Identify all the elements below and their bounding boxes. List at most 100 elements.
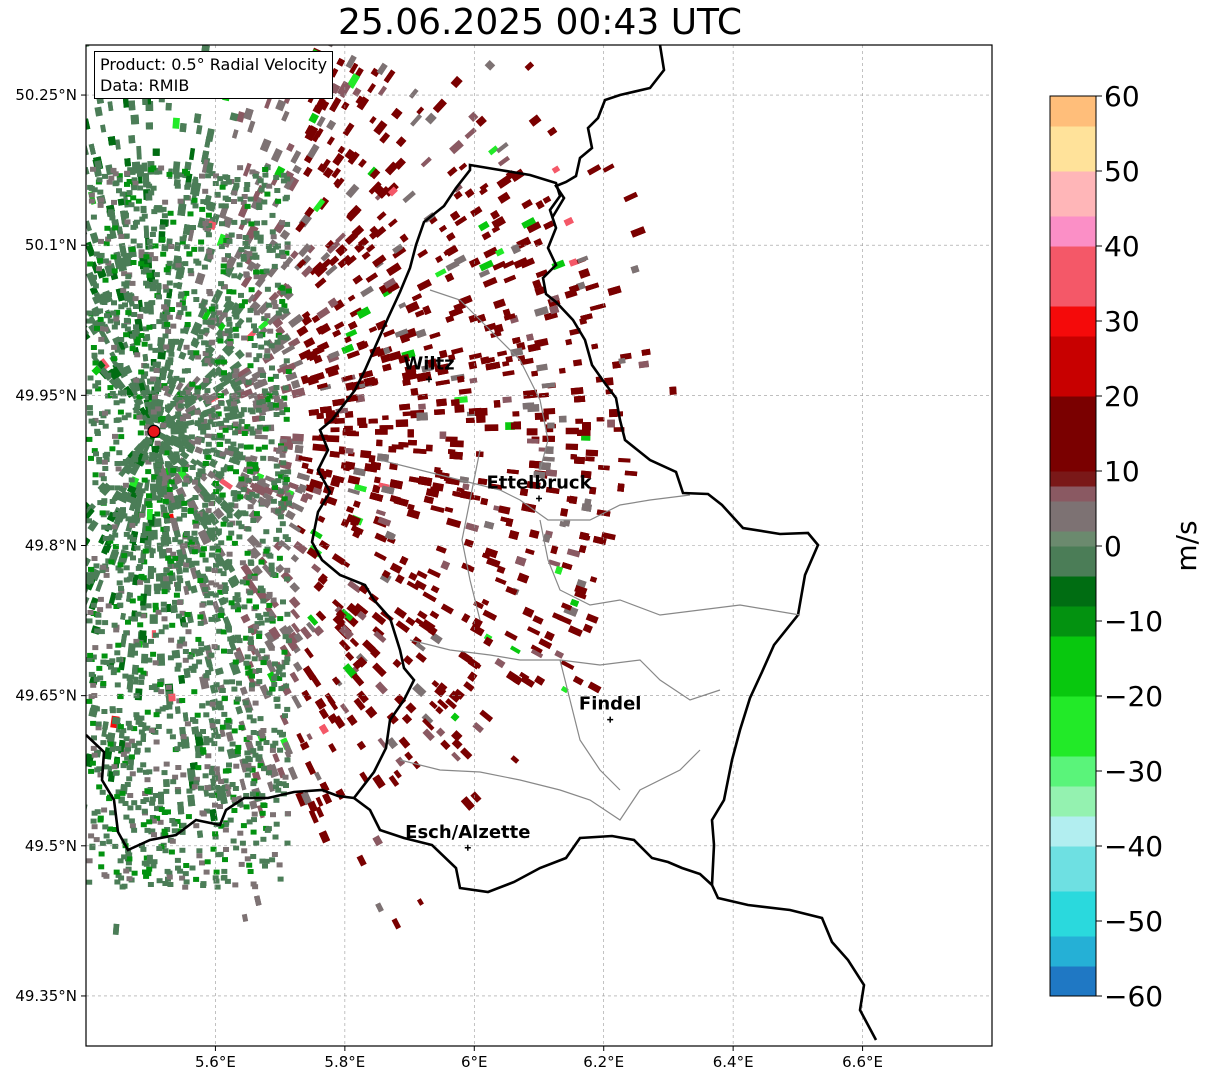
- echo-gate: [245, 224, 259, 240]
- echo-gate: [416, 412, 428, 421]
- echo-gate: [177, 868, 184, 874]
- echo-gate: [282, 308, 289, 314]
- echo-gate: [274, 397, 280, 403]
- echo-gate: [208, 792, 215, 798]
- echo-gate: [208, 306, 215, 312]
- echo-gate: [211, 732, 218, 738]
- echo-gate: [282, 634, 289, 640]
- echo-gate: [102, 620, 109, 626]
- echo-gate: [143, 254, 150, 260]
- echo-gate: [200, 520, 207, 526]
- echo-gate: [370, 647, 381, 659]
- echo-gate: [244, 654, 251, 660]
- echo-gate: [138, 558, 145, 564]
- echo-gate: [88, 566, 94, 572]
- echo-gate: [274, 188, 281, 193]
- echo-gate: [331, 553, 346, 566]
- echo-gate: [163, 576, 169, 582]
- echo-gate: [375, 509, 386, 517]
- echo-gate: [157, 656, 163, 662]
- echo-gate: [134, 403, 141, 409]
- echo-gate: [183, 290, 190, 296]
- echo-gate: [103, 510, 110, 516]
- echo-gate: [397, 353, 410, 364]
- echo-gate: [379, 132, 391, 144]
- echo-gate: [99, 330, 111, 345]
- echo-gate: [365, 272, 379, 283]
- echo-gate: [199, 173, 205, 179]
- echo-gate: [153, 206, 160, 212]
- echo-gate: [141, 390, 148, 396]
- echo-gate: [545, 446, 554, 454]
- echo-gate: [183, 244, 190, 250]
- echo-gate: [152, 148, 160, 156]
- echo-gate: [174, 666, 181, 672]
- echo-gate: [207, 600, 213, 606]
- echo-gate: [444, 272, 455, 283]
- echo-gate: [341, 101, 350, 111]
- echo-gate: [252, 884, 259, 890]
- echo-gate: [207, 737, 214, 743]
- echo-gate: [176, 549, 185, 564]
- echo-gate: [104, 264, 114, 277]
- echo-gate: [123, 531, 130, 537]
- echo-gate: [260, 836, 267, 842]
- echo-gate: [402, 190, 416, 204]
- echo-gate: [143, 267, 150, 273]
- echo-gate: [292, 433, 304, 442]
- echo-gate: [188, 147, 196, 161]
- echo-gate: [369, 492, 384, 502]
- echo-gate: [208, 770, 215, 776]
- echo-gate: [572, 675, 584, 686]
- echo-gate: [124, 280, 131, 286]
- echo-gate: [284, 244, 291, 250]
- echo-gate: [224, 255, 237, 272]
- echo-gate: [141, 213, 148, 219]
- echo-gate: [417, 610, 428, 620]
- echo-gate: [98, 349, 105, 355]
- echo-gate: [277, 398, 284, 404]
- echo-gate: [264, 97, 272, 110]
- echo-gate: [109, 499, 116, 504]
- echo-gate: [147, 244, 154, 250]
- echo-gate: [573, 395, 586, 403]
- echo-gate: [174, 857, 181, 863]
- echo-gate: [407, 439, 417, 446]
- echo-gate: [138, 674, 145, 680]
- echo-gate: [371, 611, 387, 626]
- echo-gate: [430, 504, 445, 514]
- echo-gate: [181, 500, 188, 506]
- echo-gate: [235, 323, 242, 329]
- echo-gate: [568, 284, 580, 293]
- echo-gate: [250, 829, 257, 835]
- echo-gate: [311, 314, 321, 324]
- echo-gate: [527, 438, 539, 444]
- echo-gate: [274, 696, 281, 702]
- echo-gate: [192, 179, 199, 185]
- echo-gate: [114, 320, 120, 326]
- echo-gate: [228, 502, 235, 508]
- echo-gate: [131, 185, 138, 191]
- echo-gate: [115, 493, 121, 499]
- echo-gate: [216, 700, 223, 706]
- echo-gate: [219, 221, 225, 227]
- echo-gate: [231, 273, 238, 279]
- echo-gate: [332, 676, 341, 686]
- echo-gate: [194, 712, 201, 718]
- echo-gate: [251, 482, 268, 497]
- echo-gate: [335, 232, 346, 244]
- echo-gate: [418, 476, 433, 487]
- echo-gate: [124, 326, 131, 332]
- echo-gate: [251, 778, 258, 784]
- echo-gate: [129, 823, 136, 829]
- echo-gate: [253, 604, 259, 610]
- echo-gate: [282, 385, 289, 391]
- echo-gate: [164, 518, 170, 524]
- echo-gate: [326, 136, 335, 146]
- echo-gate: [144, 424, 150, 430]
- echo-gate: [156, 846, 163, 851]
- echo-gate: [162, 498, 169, 504]
- echo-gate: [306, 244, 316, 254]
- echo-gate: [160, 251, 167, 257]
